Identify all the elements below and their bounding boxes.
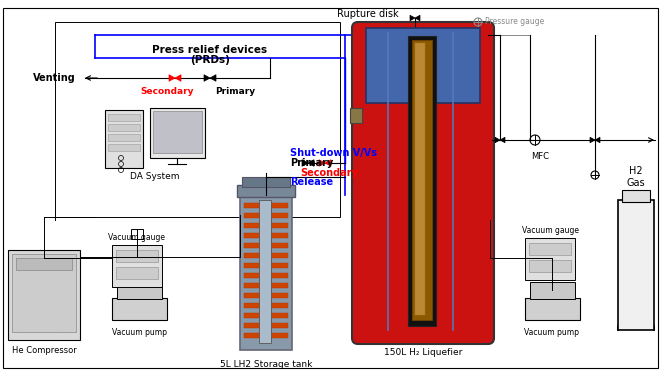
Bar (131, 229, 143, 239)
Bar (112, 245, 162, 287)
Bar (117, 282, 162, 299)
Wedge shape (618, 312, 654, 330)
Polygon shape (590, 137, 595, 143)
Text: Secondary: Secondary (141, 87, 194, 96)
Text: Shut-down V/Vs: Shut-down V/Vs (290, 148, 377, 158)
Text: (PRDs): (PRDs) (190, 55, 230, 65)
Polygon shape (325, 160, 331, 166)
Text: MFC: MFC (531, 152, 549, 161)
Text: Release: Release (290, 177, 333, 187)
Text: Vacuum pump: Vacuum pump (111, 328, 166, 337)
Bar (366, 28, 480, 103)
Polygon shape (410, 15, 415, 21)
Bar (242, 177, 290, 187)
Bar (240, 195, 292, 350)
Polygon shape (308, 160, 314, 166)
Text: H2
Gas: H2 Gas (627, 166, 645, 188)
Text: Vacuum gauge: Vacuum gauge (522, 226, 579, 235)
Bar (415, 43, 425, 315)
Bar (408, 36, 436, 326)
Bar (412, 40, 432, 320)
Bar (108, 144, 140, 151)
Bar (116, 267, 158, 279)
Bar (16, 258, 72, 270)
Polygon shape (302, 160, 308, 166)
Bar (259, 200, 271, 343)
Bar (108, 134, 140, 141)
Bar (244, 273, 288, 278)
Bar (244, 223, 288, 228)
Bar (116, 250, 158, 262)
Bar (244, 233, 288, 238)
Bar (622, 190, 650, 202)
Bar (112, 298, 167, 320)
Bar (12, 254, 76, 332)
Bar (55, 22, 340, 217)
Bar (237, 185, 295, 197)
Bar (244, 303, 288, 308)
Polygon shape (210, 75, 216, 81)
Bar (153, 111, 202, 153)
Polygon shape (595, 137, 600, 143)
Bar (618, 200, 654, 330)
Polygon shape (175, 75, 181, 81)
Text: Primary: Primary (290, 158, 333, 168)
Bar (525, 298, 580, 320)
Polygon shape (500, 137, 505, 143)
Text: Press relief devices: Press relief devices (152, 45, 268, 55)
Bar (529, 243, 571, 255)
Text: Pressure gauge: Pressure gauge (485, 17, 544, 26)
Bar (150, 108, 205, 158)
Bar (244, 293, 288, 298)
Polygon shape (169, 75, 175, 81)
Text: 150L H₂ Liquefier: 150L H₂ Liquefier (384, 348, 462, 357)
Text: Rupture disk: Rupture disk (337, 9, 399, 19)
Bar (244, 213, 288, 218)
Bar (244, 203, 288, 208)
Bar (530, 282, 575, 299)
Text: 5L LH2 Storage tank: 5L LH2 Storage tank (220, 360, 312, 369)
Polygon shape (204, 75, 210, 81)
Bar (525, 238, 575, 280)
Bar (244, 263, 288, 268)
Bar (244, 333, 288, 338)
Bar (105, 110, 143, 168)
Bar (244, 323, 288, 328)
Text: He Compressor: He Compressor (12, 346, 76, 355)
FancyBboxPatch shape (352, 22, 494, 344)
Polygon shape (415, 15, 420, 21)
Text: Secondary: Secondary (300, 168, 358, 178)
Bar (108, 114, 140, 121)
Bar (8, 250, 80, 340)
Bar (108, 124, 140, 131)
Text: Vacuum pump: Vacuum pump (524, 328, 579, 337)
Bar (244, 313, 288, 318)
Text: Primary: Primary (215, 87, 255, 96)
Polygon shape (495, 137, 500, 143)
Bar (529, 260, 571, 272)
Bar (244, 243, 288, 248)
Bar (244, 253, 288, 258)
Bar (244, 283, 288, 288)
Text: DA System: DA System (130, 172, 180, 181)
Polygon shape (319, 160, 325, 166)
Bar (350, 108, 362, 123)
Text: Vacuum gauge: Vacuum gauge (109, 233, 166, 242)
Text: Venting: Venting (33, 73, 76, 83)
